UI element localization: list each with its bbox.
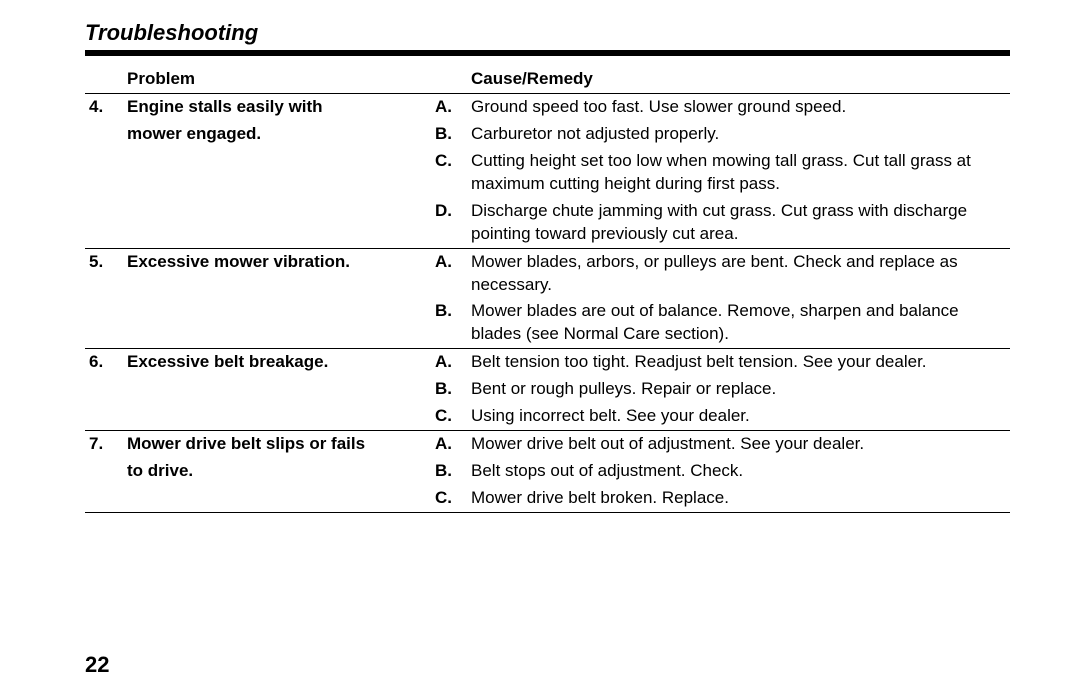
cause-text: Discharge chute jamming with cut grass. … <box>467 198 1010 248</box>
cause-letter: A. <box>431 93 467 120</box>
table-row: mower engaged. B. Carburetor not adjuste… <box>85 121 1010 148</box>
header-problem: Problem <box>123 66 431 93</box>
table-row: 7. Mower drive belt slips or fails A. Mo… <box>85 431 1010 458</box>
table-row: C. Cutting height set too low when mowin… <box>85 148 1010 198</box>
cause-letter: C. <box>431 148 467 198</box>
table-row: D. Discharge chute jamming with cut gras… <box>85 198 1010 248</box>
cause-text: Ground speed too fast. Use slower ground… <box>467 93 1010 120</box>
page-number: 22 <box>85 652 109 678</box>
troubleshooting-table: Problem Cause/Remedy 4. Engine stalls ea… <box>85 66 1010 513</box>
cause-letter: D. <box>431 198 467 248</box>
table-header-row: Problem Cause/Remedy <box>85 66 1010 93</box>
cause-letter: B. <box>431 298 467 348</box>
problem-text: Engine stalls easily with <box>123 93 431 120</box>
cause-letter: A. <box>431 248 467 298</box>
section-title: Troubleshooting <box>85 20 1010 56</box>
cause-text: Cutting height set too low when mowing t… <box>467 148 1010 198</box>
cause-text: Mower drive belt broken. Replace. <box>467 485 1010 512</box>
table-row: C. Mower drive belt broken. Replace. <box>85 485 1010 512</box>
cause-text: Belt stops out of adjustment. Check. <box>467 458 1010 485</box>
problem-text: Excessive belt breakage. <box>123 349 431 376</box>
problem-text: Excessive mower vibration. <box>123 248 431 298</box>
problem-text: to drive. <box>123 458 431 485</box>
cause-text: Mower blades, arbors, or pulleys are ben… <box>467 248 1010 298</box>
cause-letter: C. <box>431 403 467 430</box>
problem-number: 4. <box>85 93 123 120</box>
problem-text: mower engaged. <box>123 121 431 148</box>
cause-letter: B. <box>431 121 467 148</box>
header-cause: Cause/Remedy <box>467 66 1010 93</box>
table-row: B. Mower blades are out of balance. Remo… <box>85 298 1010 348</box>
table-row: 6. Excessive belt breakage. A. Belt tens… <box>85 349 1010 376</box>
cause-letter: A. <box>431 431 467 458</box>
page: Troubleshooting Problem Cause/Remedy 4. … <box>0 0 1080 698</box>
cause-letter: A. <box>431 349 467 376</box>
table-row: to drive. B. Belt stops out of adjustmen… <box>85 458 1010 485</box>
table-row: C. Using incorrect belt. See your dealer… <box>85 403 1010 430</box>
cause-letter: B. <box>431 458 467 485</box>
cause-letter: B. <box>431 376 467 403</box>
problem-number: 7. <box>85 431 123 458</box>
problem-text: Mower drive belt slips or fails <box>123 431 431 458</box>
cause-text: Using incorrect belt. See your dealer. <box>467 403 1010 430</box>
cause-letter: C. <box>431 485 467 512</box>
table-row: 5. Excessive mower vibration. A. Mower b… <box>85 248 1010 298</box>
cause-text: Carburetor not adjusted properly. <box>467 121 1010 148</box>
cause-text: Belt tension too tight. Readjust belt te… <box>467 349 1010 376</box>
table-row: 4. Engine stalls easily with A. Ground s… <box>85 93 1010 120</box>
problem-number: 6. <box>85 349 123 376</box>
table-row: B. Bent or rough pulleys. Repair or repl… <box>85 376 1010 403</box>
problem-number: 5. <box>85 248 123 298</box>
cause-text: Mower blades are out of balance. Remove,… <box>467 298 1010 348</box>
cause-text: Bent or rough pulleys. Repair or replace… <box>467 376 1010 403</box>
cause-text: Mower drive belt out of adjustment. See … <box>467 431 1010 458</box>
